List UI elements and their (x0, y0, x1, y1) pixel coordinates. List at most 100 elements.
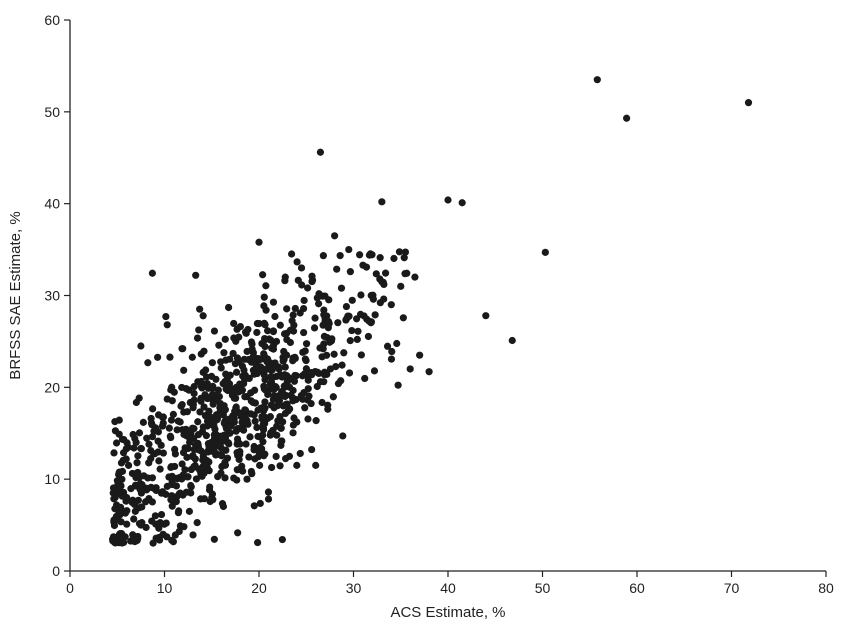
data-point (224, 455, 231, 462)
data-point (299, 396, 306, 403)
data-point (155, 438, 162, 445)
data-point (169, 481, 176, 488)
data-point (196, 306, 203, 313)
data-point (346, 369, 353, 376)
data-point (133, 439, 140, 446)
data-point (279, 536, 286, 543)
y-tick-label: 10 (44, 471, 60, 487)
data-point (110, 449, 117, 456)
data-point (166, 425, 173, 432)
data-point (274, 417, 281, 424)
data-point (258, 445, 265, 452)
data-point (337, 377, 344, 384)
data-point (348, 327, 355, 334)
data-point (174, 426, 181, 433)
data-point (178, 345, 185, 352)
data-point (337, 252, 344, 259)
data-point (283, 401, 290, 408)
data-point (321, 333, 328, 340)
data-point (221, 418, 228, 425)
data-point (325, 318, 332, 325)
data-point (252, 418, 259, 425)
data-point (175, 507, 182, 514)
x-tick-label: 10 (157, 580, 173, 596)
data-point (179, 460, 186, 467)
data-point (168, 463, 175, 470)
data-point (200, 348, 207, 355)
data-point (594, 76, 601, 83)
data-point (233, 369, 240, 376)
data-point (197, 495, 204, 502)
data-point (416, 352, 423, 359)
data-point (217, 408, 224, 415)
data-point (260, 421, 267, 428)
data-point (167, 496, 174, 503)
data-point (271, 313, 278, 320)
data-point (247, 410, 254, 417)
data-point (305, 385, 312, 392)
data-point (116, 417, 123, 424)
data-point (194, 335, 201, 342)
data-point (401, 254, 408, 261)
data-point (303, 340, 310, 347)
data-point (308, 446, 315, 453)
data-point (382, 270, 389, 277)
data-point (149, 474, 156, 481)
data-point (123, 455, 130, 462)
data-point (302, 355, 309, 362)
data-point (125, 462, 132, 469)
y-tick-label: 60 (44, 12, 60, 28)
data-point (304, 415, 311, 422)
data-point (157, 466, 164, 473)
data-point (298, 264, 305, 271)
data-point (167, 433, 174, 440)
data-point (235, 359, 242, 366)
data-point (145, 459, 152, 466)
data-point (187, 482, 194, 489)
data-point (258, 340, 265, 347)
data-point (180, 367, 187, 374)
y-tick-label: 20 (44, 379, 60, 395)
data-point (162, 313, 169, 320)
data-point (142, 498, 149, 505)
data-point (110, 495, 117, 502)
data-point (358, 351, 365, 358)
data-point (243, 417, 250, 424)
data-point (234, 529, 241, 536)
data-point (133, 399, 140, 406)
data-point (222, 371, 229, 378)
data-point (264, 415, 271, 422)
data-point (218, 364, 225, 371)
data-point (137, 342, 144, 349)
x-tick-label: 30 (346, 580, 362, 596)
data-point (331, 351, 338, 358)
data-point (122, 510, 129, 517)
data-point (136, 504, 143, 511)
data-point (354, 336, 361, 343)
data-point (273, 453, 280, 460)
data-point (276, 462, 283, 469)
data-point (154, 448, 161, 455)
data-point (371, 367, 378, 374)
data-point (110, 519, 117, 526)
data-point (333, 266, 340, 273)
data-point (312, 462, 319, 469)
data-point (244, 326, 251, 333)
x-tick-label: 20 (251, 580, 267, 596)
data-point (183, 385, 190, 392)
data-point (168, 384, 175, 391)
x-tick-label: 60 (629, 580, 645, 596)
data-point (162, 491, 169, 498)
data-point (361, 375, 368, 382)
data-point (248, 468, 255, 475)
data-point (158, 511, 165, 518)
data-point (265, 495, 272, 502)
data-point (300, 305, 307, 312)
data-point (112, 537, 119, 544)
data-point (270, 327, 277, 334)
data-point (345, 246, 352, 253)
scatter-chart: 010203040506070800102030405060ACS Estima… (0, 0, 866, 631)
data-point (212, 376, 219, 383)
data-point (243, 476, 250, 483)
data-point (216, 441, 223, 448)
